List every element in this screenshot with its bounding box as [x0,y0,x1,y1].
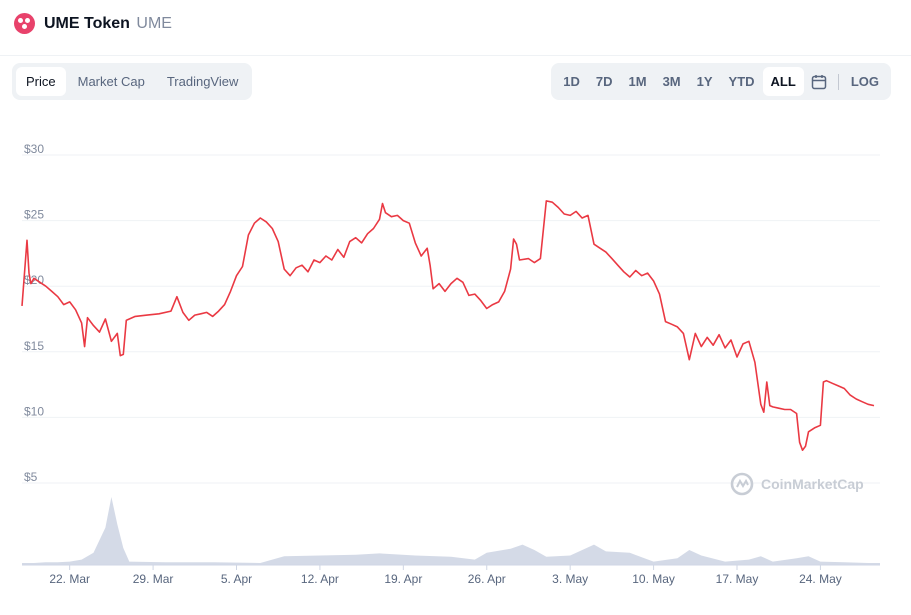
ume-logo-icon [14,13,35,34]
tab-tradingview[interactable]: TradingView [166,74,239,89]
calendar-icon[interactable] [804,67,834,96]
tab-market-cap[interactable]: Market Cap [77,74,145,89]
range-7d-button[interactable]: 7D [595,74,613,89]
range-1m-button[interactable]: 1M [628,74,647,89]
range-1y-button[interactable]: 1Y [696,74,713,89]
volume-bars [22,497,880,565]
x-tick-label: 3. May [552,572,588,586]
x-tick-label: 12. Apr [301,572,339,586]
token-name: UME Token [44,15,130,32]
token-symbol: UME [136,15,172,32]
x-tick-label: 26. Apr [468,572,506,586]
chart-grid [22,154,880,484]
token-title: UME Token UME [44,15,172,33]
y-tick-label: $30 [24,142,44,156]
y-tick-label: $10 [24,404,44,418]
volume-area [22,497,880,565]
x-tick-label: 29. Mar [133,572,174,586]
page-header: UME Token UME [0,0,911,56]
range-divider [837,73,839,90]
y-tick-label: $15 [24,339,44,353]
watermark-text: CoinMarketCap [761,476,864,492]
coinmarketcap-watermark: CoinMarketCap [730,472,864,496]
y-tick-label: $5 [24,470,38,484]
price-line [21,200,875,451]
x-axis-labels: 22. Mar 29. Mar 5. Apr 12. Apr 19. Apr 26. Ap… [22,564,880,586]
range-selector: 1D 7D 1M 3M 1Y YTD ALL LOG [551,63,891,100]
y-axis-labels: $5 $10 $15 $20 $25 $30 [24,142,44,484]
x-tick-label: 22. Mar [49,572,90,586]
y-tick-label: $25 [24,208,44,222]
cmc-logo-icon [730,472,754,496]
view-tabs: Price Market Cap TradingView [12,63,253,100]
price-series [21,200,875,451]
range-all-button[interactable]: ALL [762,67,804,96]
x-tick-label: 10. May [632,572,675,586]
y-tick-label: $20 [24,273,44,287]
log-scale-button[interactable]: LOG [850,74,879,89]
x-tick-label: 24. May [799,572,842,586]
range-1d-button[interactable]: 1D [563,74,580,89]
range-3m-button[interactable]: 3M [662,74,681,89]
x-tick-label: 19. Apr [384,572,422,586]
range-ytd-button[interactable]: YTD [728,74,755,89]
x-tick-label: 17. May [716,572,759,586]
tab-price[interactable]: Price [16,67,66,96]
x-tick-label: 5. Apr [221,572,252,586]
